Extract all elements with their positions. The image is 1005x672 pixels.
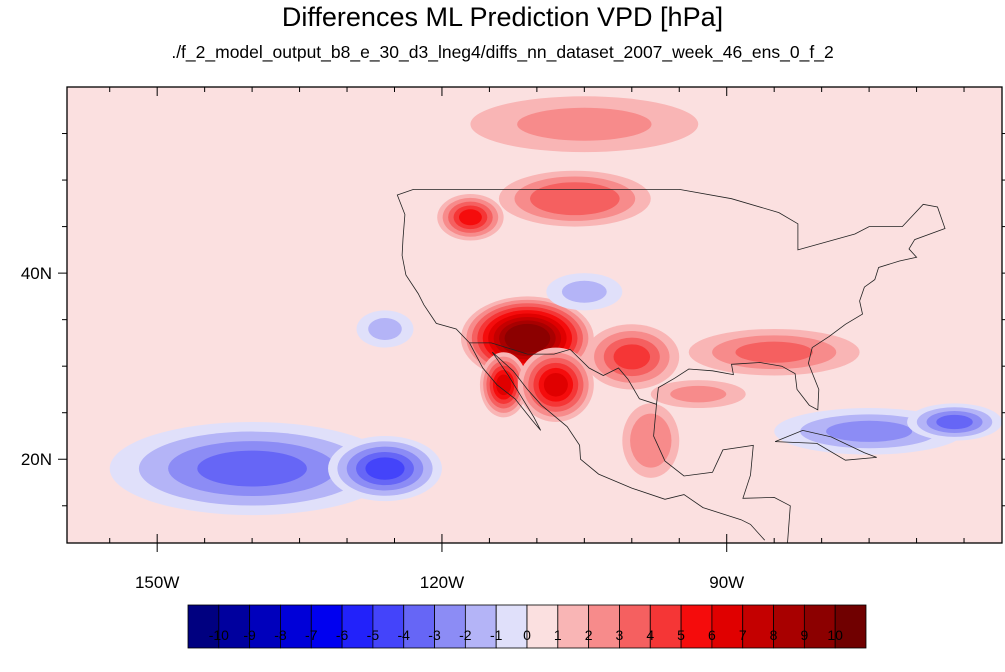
- colorbar-swatch: [619, 604, 651, 649]
- us-outline: [396, 189, 946, 543]
- colorbar-label: 8: [769, 627, 778, 643]
- colorbar-label: 6: [708, 627, 716, 643]
- anomaly-baja-level-6: [496, 374, 512, 396]
- gulf-coastline: [653, 404, 791, 543]
- colorbar-swatch: [249, 604, 281, 649]
- mexico-coastline: [469, 342, 765, 541]
- anomaly-northwest-level-5: [458, 209, 482, 226]
- colorbar-swatch: [711, 604, 744, 649]
- colorbar-swatch: [372, 604, 405, 649]
- colorbar-label: 5: [677, 627, 685, 643]
- colorbar-swatch: [526, 604, 559, 649]
- anomaly-atlantic-level-4: [936, 414, 973, 430]
- colorbar-label: 2: [584, 627, 593, 643]
- colorbar-label: 3: [615, 627, 624, 643]
- colorbar-swatch: [742, 604, 774, 649]
- colorbar-swatch: [557, 604, 590, 649]
- us-coastline: [396, 189, 946, 411]
- colorbar-label: -2: [459, 627, 472, 643]
- plot-title: Differences ML Prediction VPD [hPa]: [281, 2, 724, 32]
- colorbar-label: -1: [489, 627, 503, 643]
- colorbar-label: 4: [646, 627, 655, 643]
- colorbar-label: -8: [274, 627, 287, 643]
- anomaly-gulf-level-2: [670, 385, 727, 403]
- colorbar-swatch: [464, 604, 497, 649]
- colorbar-swatch: [403, 604, 435, 649]
- colorbar-swatch: [187, 604, 220, 649]
- anomaly-pacific-offshore-level-2: [368, 317, 402, 340]
- colorbar-swatch: [680, 604, 713, 649]
- colorbar-label: -6: [335, 627, 349, 643]
- map-frame: [66, 86, 1003, 544]
- colorbar-label: -7: [305, 627, 318, 643]
- anomaly-texas-level-4: [613, 344, 651, 370]
- colorbar-swatch: [649, 604, 682, 649]
- colorbar-swatch: [834, 604, 867, 649]
- x-tick-label: 150W: [135, 573, 179, 592]
- colorbar: [187, 604, 867, 649]
- colorbar-label: 9: [800, 627, 809, 643]
- colorbar-label: -4: [397, 627, 410, 643]
- colorbar-swatch: [803, 604, 836, 649]
- colorbar-label: 0: [523, 627, 531, 643]
- colorbar-swatch: [495, 604, 528, 649]
- colorbar-swatch: [310, 604, 343, 649]
- colorbar-label: -3: [428, 627, 441, 643]
- cuba-coastline: [774, 429, 877, 461]
- colorbar-swatch: [588, 604, 620, 649]
- colorbar-swatch: [218, 604, 251, 649]
- anomaly-southeast-level-3: [735, 341, 813, 363]
- anomaly-canada-level-2: [517, 107, 652, 141]
- anomaly-pacific-south-level-4: [197, 450, 307, 487]
- plot-subtitle: ./f_2_model_output_b8_e_30_d3_lneg4/diff…: [171, 42, 834, 62]
- anomaly-northern-plains-level-4: [545, 187, 605, 210]
- colorbar-swatch: [773, 604, 805, 649]
- axis-ticks: 150W 120W 90W 20N 40N: [21, 87, 1005, 592]
- colorbar-label: -5: [366, 627, 380, 643]
- colorbar-swatch: [341, 604, 374, 649]
- anomaly-field: [67, 87, 1002, 543]
- colorbar-swatch: [434, 604, 466, 649]
- colorbar-label: -10: [208, 627, 229, 643]
- x-tick-label: 90W: [709, 573, 744, 592]
- y-tick-label: 20N: [21, 450, 52, 469]
- anomaly-colorado-level-2: [561, 280, 607, 303]
- anomaly-west-mexico-level-6: [543, 373, 568, 397]
- anomaly-pacific-core-level-5: [365, 457, 405, 480]
- colorbar-label: 10: [827, 627, 843, 643]
- colorbar-swatch: [280, 604, 312, 649]
- colorbar-label: 7: [738, 627, 747, 643]
- x-tick-label: 120W: [420, 573, 464, 592]
- anomaly-east-mexico-level-3: [637, 423, 664, 458]
- anomaly-southwest-level-10: [509, 327, 545, 350]
- colorbar-label: -9: [243, 627, 256, 643]
- colorbar-label: 1: [553, 627, 562, 643]
- y-tick-label: 40N: [21, 264, 52, 283]
- anomaly-caribbean-level-3: [826, 420, 913, 442]
